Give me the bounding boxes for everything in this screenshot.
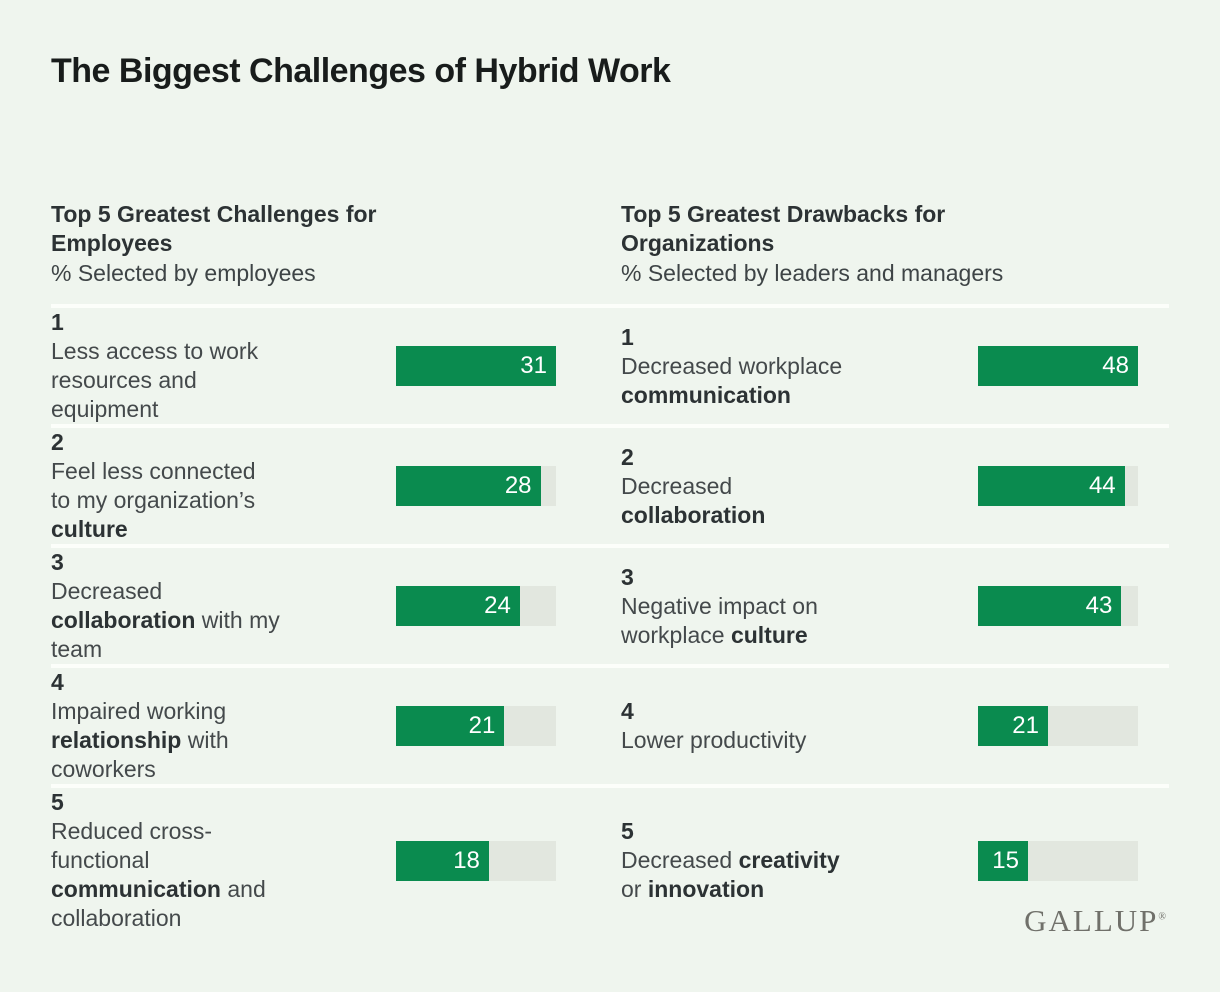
chart-row: 3 Decreased collaboration with my team 24… xyxy=(51,544,1169,664)
item-rank: 3 xyxy=(621,563,634,590)
chart-rows: 1 Less access to work resources and equi… xyxy=(51,304,1169,933)
bar-value: 21 xyxy=(1012,712,1039,739)
item-rank: 1 xyxy=(621,323,634,350)
chart-row: 1 Less access to work resources and equi… xyxy=(51,304,1169,424)
item-label: 2 Feel less connected to my organization… xyxy=(51,428,396,544)
bar-value: 15 xyxy=(992,846,1019,874)
bar-cell: 44 xyxy=(978,466,1138,506)
gallup-logo: GALLUP® xyxy=(1024,903,1166,939)
column-gap xyxy=(556,200,621,288)
bar-track: 24 xyxy=(396,586,556,626)
bar-cell: 15 xyxy=(978,840,1138,881)
item-rank: 4 xyxy=(621,698,634,724)
item-label: 1 Decreased workplace communication xyxy=(621,323,978,410)
item-rank: 3 xyxy=(51,549,64,575)
bar-cell: 21 xyxy=(978,706,1138,746)
bar-fill: 28 xyxy=(396,466,541,506)
organizations-heading: Top 5 Greatest Drawbacks for Organizatio… xyxy=(621,201,946,256)
bar-value: 31 xyxy=(520,352,547,379)
bar-track: 44 xyxy=(978,466,1138,506)
bar-cell: 48 xyxy=(978,346,1138,386)
item-label: 5 Reduced cross- functional communicatio… xyxy=(51,788,396,933)
item-label: 2 Decreased collaboration xyxy=(621,443,978,530)
item-label: 3 Negative impact on workplace culture xyxy=(621,563,978,650)
bar-cell: 43 xyxy=(978,586,1138,626)
chart-row: 4 Impaired working relationship with cow… xyxy=(51,664,1169,784)
item-rank: 5 xyxy=(51,789,64,815)
item-rank: 5 xyxy=(621,818,634,844)
item-label: 5 Decreased creativity or innovation xyxy=(621,817,978,904)
bar-cell: 18 xyxy=(396,840,556,881)
chart-row: 5 Reduced cross- functional communicatio… xyxy=(51,784,1169,933)
employees-heading: Top 5 Greatest Challenges for Employees xyxy=(51,201,377,256)
employees-column-header: Top 5 Greatest Challenges for Employees … xyxy=(51,200,556,288)
bar-value: 43 xyxy=(1085,592,1113,619)
bar-track: 15 xyxy=(978,840,1138,881)
bar-value: 21 xyxy=(468,712,496,739)
item-rank: 1 xyxy=(51,309,64,335)
page-title: The Biggest Challenges of Hybrid Work xyxy=(51,52,671,90)
bar-cell: 21 xyxy=(396,706,556,746)
bar-track: 21 xyxy=(978,706,1138,746)
bar-value: 48 xyxy=(1102,352,1129,379)
employees-subheading: % Selected by employees xyxy=(51,260,316,286)
bar-track: 28 xyxy=(396,466,556,506)
bar-value: 18 xyxy=(453,846,480,874)
bar-fill: 48 xyxy=(978,346,1138,386)
gallup-logo-text: GALLUP xyxy=(1024,903,1159,938)
bar-fill: 24 xyxy=(396,586,520,626)
bar-fill: 31 xyxy=(396,346,556,386)
bar-cell: 31 xyxy=(396,346,556,386)
bar-cell: 24 xyxy=(396,586,556,626)
bar-fill: 44 xyxy=(978,466,1125,506)
item-label: 4 Impaired working relationship with cow… xyxy=(51,668,396,784)
bar-track: 31 xyxy=(396,346,556,386)
item-rank: 2 xyxy=(621,443,634,470)
chart-row: 2 Feel less connected to my organization… xyxy=(51,424,1169,544)
bar-fill: 15 xyxy=(978,840,1028,881)
item-label: 4 Lower productivity xyxy=(621,697,978,755)
organizations-subheading: % Selected by leaders and managers xyxy=(621,260,1004,286)
bar-track: 18 xyxy=(396,840,556,881)
bar-track: 48 xyxy=(978,346,1138,386)
bar-value: 24 xyxy=(484,592,511,619)
bar-value: 44 xyxy=(1088,472,1116,499)
bar-fill: 21 xyxy=(978,706,1048,746)
item-label: 3 Decreased collaboration with my team xyxy=(51,548,396,664)
bar-fill: 43 xyxy=(978,586,1122,626)
bar-value: 28 xyxy=(504,472,532,499)
bar-fill: 18 xyxy=(396,840,489,881)
item-rank: 4 xyxy=(51,669,64,695)
bar-track: 21 xyxy=(396,706,556,746)
item-label: 1 Less access to work resources and equi… xyxy=(51,308,396,424)
item-rank: 2 xyxy=(51,429,64,455)
bar-fill: 21 xyxy=(396,706,505,746)
column-headers: Top 5 Greatest Challenges for Employees … xyxy=(51,200,1169,288)
bar-track: 43 xyxy=(978,586,1138,626)
organizations-column-header: Top 5 Greatest Drawbacks for Organizatio… xyxy=(621,200,1169,288)
bar-cell: 28 xyxy=(396,466,556,506)
registered-mark: ® xyxy=(1158,911,1166,923)
